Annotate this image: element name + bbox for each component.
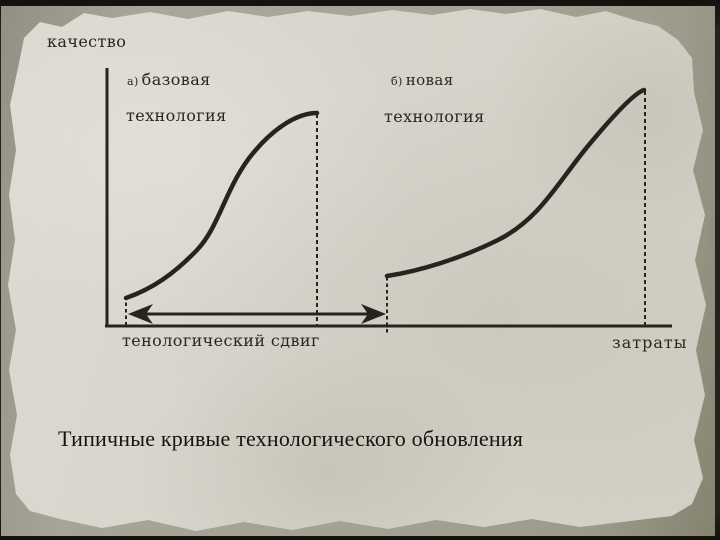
shift-annotation-label: тенологический сдвиг [122,331,320,350]
curve-a-label-line2: технология [126,106,227,125]
y-axis-label: качество [47,32,127,51]
curve-a [123,110,320,301]
curve-a-label-line1: а) базовая [127,71,211,89]
curve-b [384,87,647,279]
curve-b-label-name: новая [405,71,454,89]
x-axis-label: затраты [612,333,688,352]
curve-b-label-line1: б) новая [391,72,454,89]
shift-arrow-head-left [128,304,153,324]
curve-b-label-prefix: б) [391,75,403,88]
shift-arrow-head-right [361,304,386,324]
slide-caption: Типичные кривые технологического обновле… [58,426,524,451]
curve-a-label-name: базовая [141,70,211,89]
curve-a-label-prefix: а) [127,75,139,88]
curve-b-label-line2: технология [384,107,485,126]
